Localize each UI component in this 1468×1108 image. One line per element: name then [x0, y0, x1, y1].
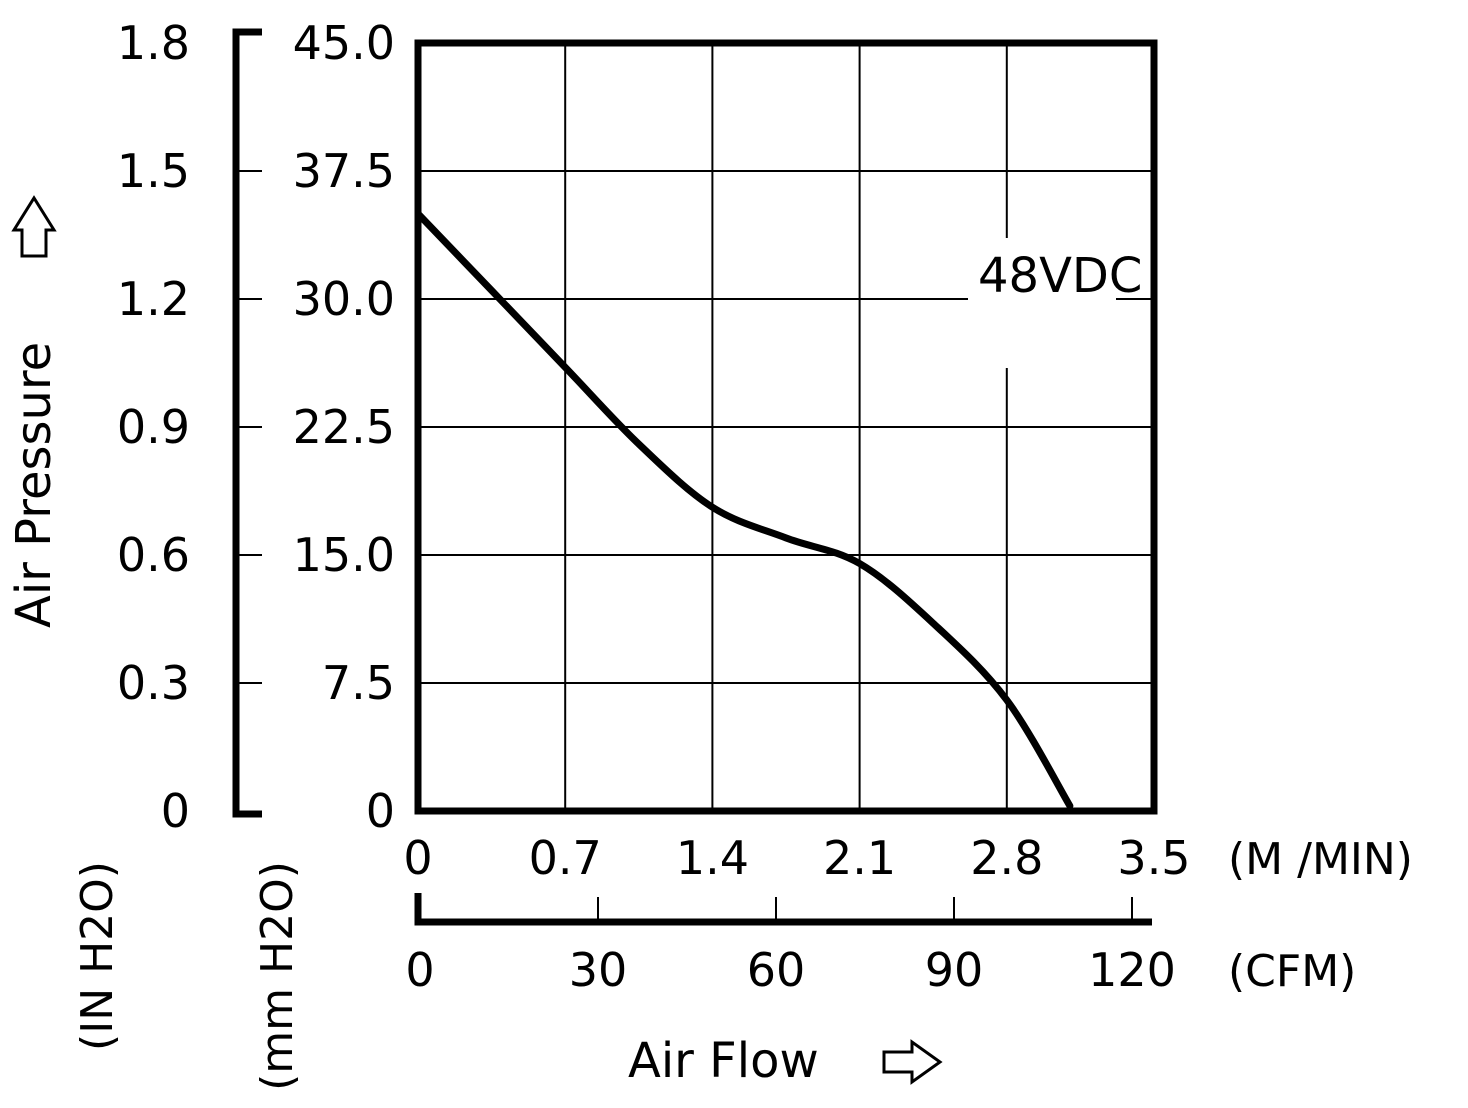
- x-mmin-tick-labels: 0 0.7 1.4 2.1 2.8 3.5: [403, 831, 1190, 885]
- y-inh2o-tick-label: 1.5: [117, 144, 190, 198]
- x-axis-title: Air Flow: [628, 1033, 819, 1089]
- y-axis-title: Air Pressure: [6, 342, 62, 628]
- y-inh2o-tick-label: 0.9: [117, 400, 190, 454]
- x-mmin-tick-label: 2.8: [970, 831, 1043, 885]
- y-mmh2o-tick-labels: 0 7.5 15.0 22.5 30.0 37.5 45.0: [293, 16, 395, 838]
- y-mmh2o-tick-label: 22.5: [293, 400, 395, 454]
- series-line-48vdc: [414, 210, 1074, 810]
- y-mmh2o-unit: (mm H2O): [252, 861, 303, 1091]
- right-arrow-icon: [882, 1039, 943, 1085]
- y-mmh2o-tick-label: 30.0: [293, 272, 395, 326]
- y-inh2o-unit: (IN H2O): [72, 861, 123, 1051]
- y-mmh2o-tick-label: 45.0: [293, 16, 395, 70]
- grid-lines: [418, 43, 1154, 811]
- y-bracket-axis: [232, 28, 262, 818]
- x-mmin-tick-label: 3.5: [1117, 831, 1190, 885]
- x-cfm-tick-labels: 0 30 60 90 120: [405, 943, 1176, 997]
- x-mmin-tick-label: 2.1: [823, 831, 896, 885]
- y-inh2o-tick-label: 1.8: [117, 16, 190, 70]
- y-mmh2o-tick-label: 7.5: [322, 656, 395, 710]
- y-mmh2o-tick-label: 15.0: [293, 528, 395, 582]
- series-label-48vdc: 48VDC: [978, 248, 1142, 304]
- x-axis-title-group: Air Flow: [628, 1033, 943, 1089]
- x-cfm-tick-label: 60: [747, 943, 806, 997]
- y-inh2o-tick-label: 0: [161, 784, 190, 838]
- x-cfm-tick-label: 30: [569, 943, 628, 997]
- y-inh2o-tick-label: 0.3: [117, 656, 190, 710]
- plot-frame: [414, 39, 1158, 815]
- y-mmh2o-tick-label: 0: [366, 784, 395, 838]
- y-mmh2o-tick-label: 37.5: [293, 144, 395, 198]
- x-cfm-tick-label: 120: [1088, 943, 1176, 997]
- y-inh2o-tick-label: 0.6: [117, 528, 190, 582]
- y-inh2o-tick-labels: 0 0.3 0.6 0.9 1.2 1.5 1.8: [117, 16, 190, 838]
- up-arrow-icon: [11, 195, 57, 258]
- x-mmin-unit: (M /MIN): [1228, 834, 1413, 885]
- x-cfm-unit: (CFM): [1228, 946, 1356, 997]
- series-label-mask: [968, 238, 1116, 368]
- x-cfm-axis: [414, 893, 1152, 926]
- y-axis-title-group: Air Pressure: [6, 195, 62, 628]
- x-mmin-tick-label: 0.7: [529, 831, 602, 885]
- x-cfm-tick-label: 90: [925, 943, 984, 997]
- y-inh2o-tick-label: 1.2: [117, 272, 190, 326]
- x-mmin-tick-label: 1.4: [676, 831, 749, 885]
- x-cfm-tick-label: 0: [405, 943, 434, 997]
- x-mmin-tick-label: 0: [403, 831, 432, 885]
